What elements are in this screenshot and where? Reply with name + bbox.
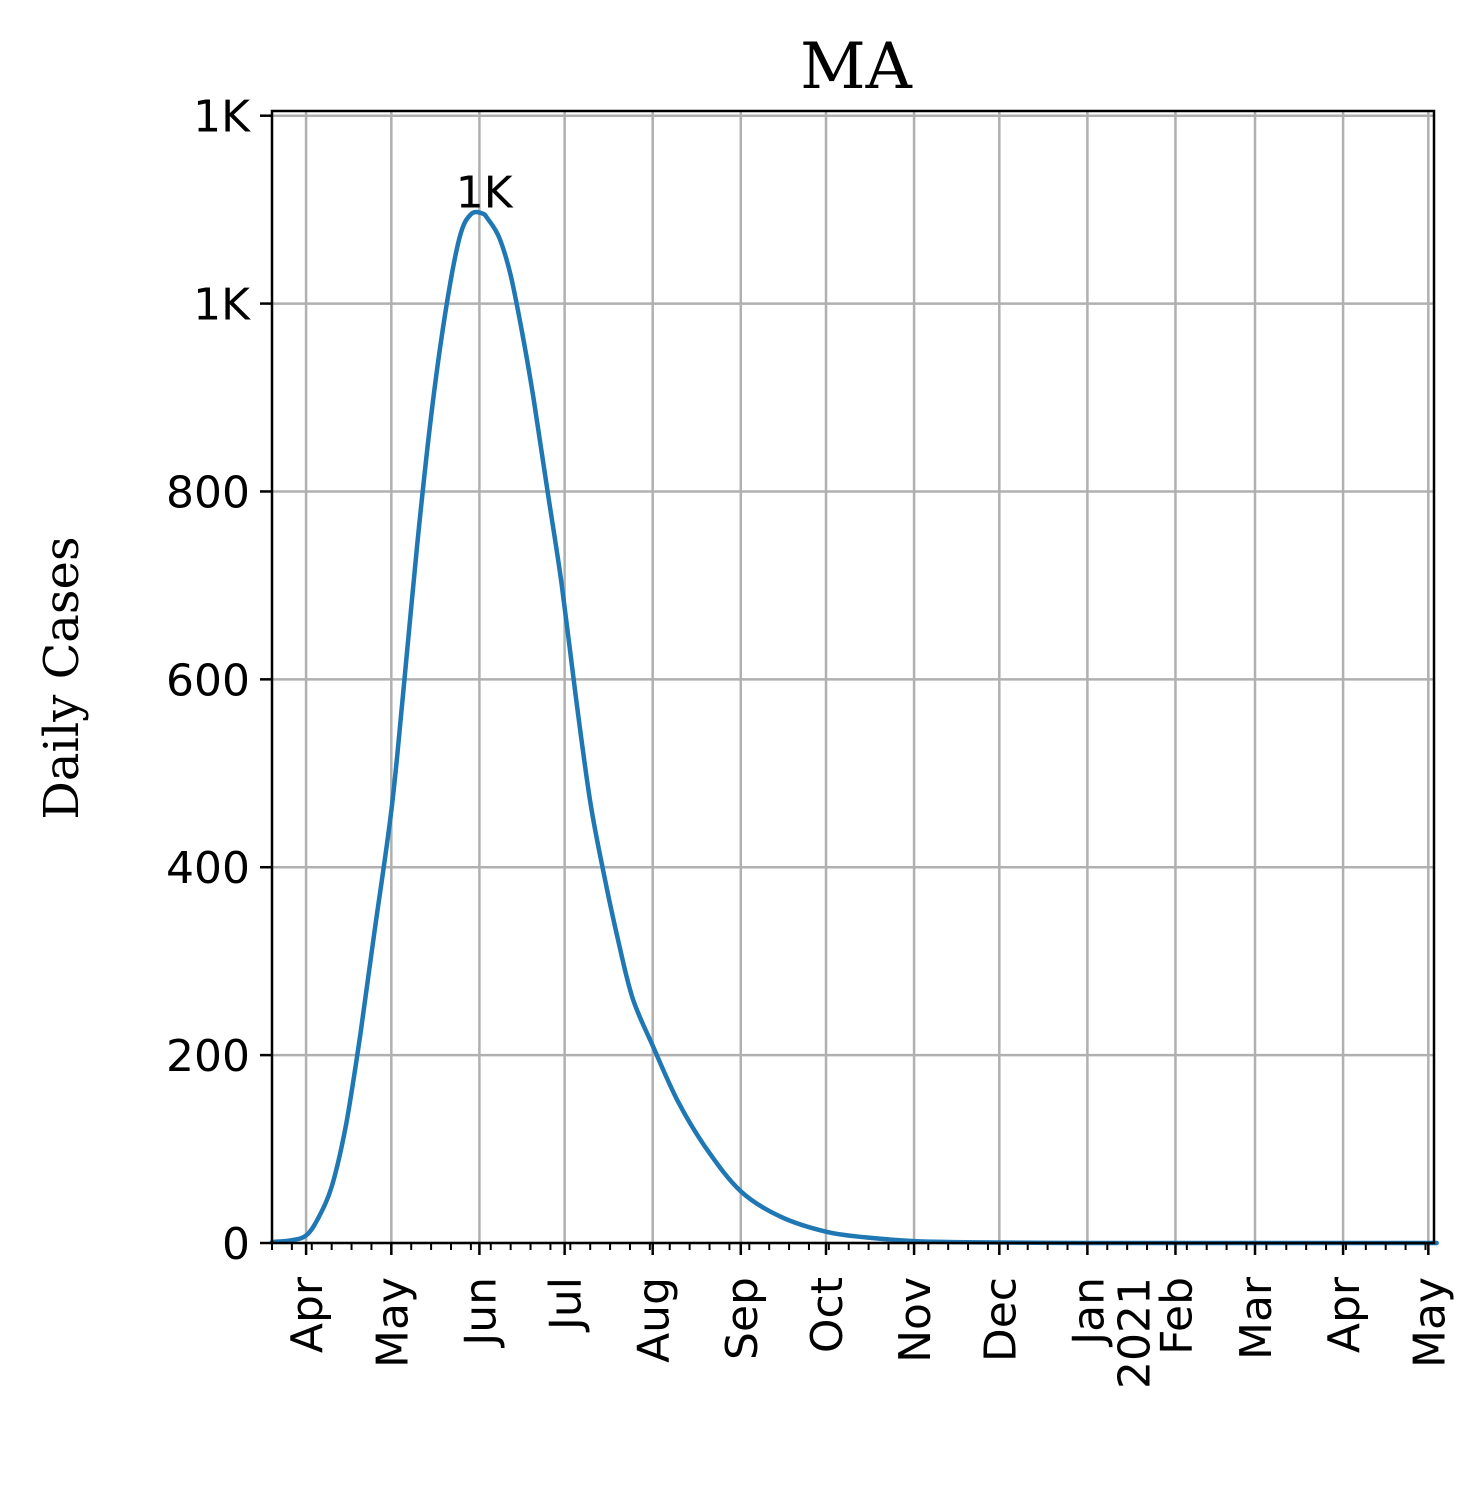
series-line-0: [269, 209, 1439, 1246]
x-tick-label: Sep: [717, 1277, 768, 1360]
x-tick-label-line: Feb: [1151, 1277, 1202, 1355]
x-tick-label: May: [367, 1277, 418, 1368]
y-tick-label: 200: [166, 1031, 250, 1082]
x-tick-label-line: Dec: [975, 1277, 1026, 1362]
x-tick-label-line: Jan: [1063, 1277, 1114, 1348]
x-tick-label: Nov: [890, 1277, 941, 1363]
x-tick-label-line: May: [367, 1277, 418, 1368]
series-group: [269, 209, 1439, 1246]
x-tick-label: Mar: [1231, 1276, 1282, 1360]
x-tick-label: Oct: [802, 1277, 853, 1353]
x-tick-label: Jun: [455, 1277, 506, 1349]
x-tick-label-line: Apr: [1319, 1276, 1370, 1353]
annotations: 1K: [456, 167, 514, 218]
x-tick-label-line: Sep: [717, 1277, 768, 1360]
y-tick-label: 1K: [193, 92, 251, 143]
x-tick-label-line: May: [1404, 1277, 1455, 1368]
y-tick-label: 0: [222, 1219, 250, 1270]
x-tick-label-line: Apr: [282, 1276, 333, 1353]
y-tick-label: 1K: [193, 280, 251, 331]
x-tick-label-line: Mar: [1231, 1276, 1282, 1360]
y-axis: 0 200 400 600 800 1K 1K: [166, 92, 272, 1270]
x-tick-label: Jan2021: [1063, 1277, 1160, 1389]
plot-frame: [270, 109, 1436, 1245]
x-tick-label-line: Jun: [455, 1277, 506, 1349]
grid: [272, 111, 1434, 1245]
x-tick-label: May: [1404, 1277, 1455, 1368]
x-tick-label: Apr: [1319, 1276, 1370, 1353]
peak-annotation: 1K: [456, 167, 514, 218]
x-tick-label-line: 2021: [1109, 1277, 1160, 1389]
y-axis-label: Daily Cases: [34, 536, 90, 819]
x-tick-label-line: Nov: [890, 1277, 941, 1363]
x-tick-label: Feb: [1151, 1277, 1202, 1355]
x-tick-label: Apr: [282, 1276, 333, 1353]
x-tick-label: Dec: [975, 1277, 1026, 1362]
y-tick-label: 600: [166, 655, 250, 706]
x-tick-label-line: Aug: [629, 1277, 680, 1363]
chart-title: MA: [800, 30, 913, 104]
x-tick-label-line: Jul: [541, 1277, 592, 1333]
x-tick-label: Aug: [629, 1277, 680, 1363]
y-tick-label: 400: [166, 843, 250, 894]
x-tick-label-line: Oct: [802, 1277, 853, 1353]
y-tick-label: 800: [166, 467, 250, 518]
x-tick-label: Jul: [541, 1277, 592, 1333]
